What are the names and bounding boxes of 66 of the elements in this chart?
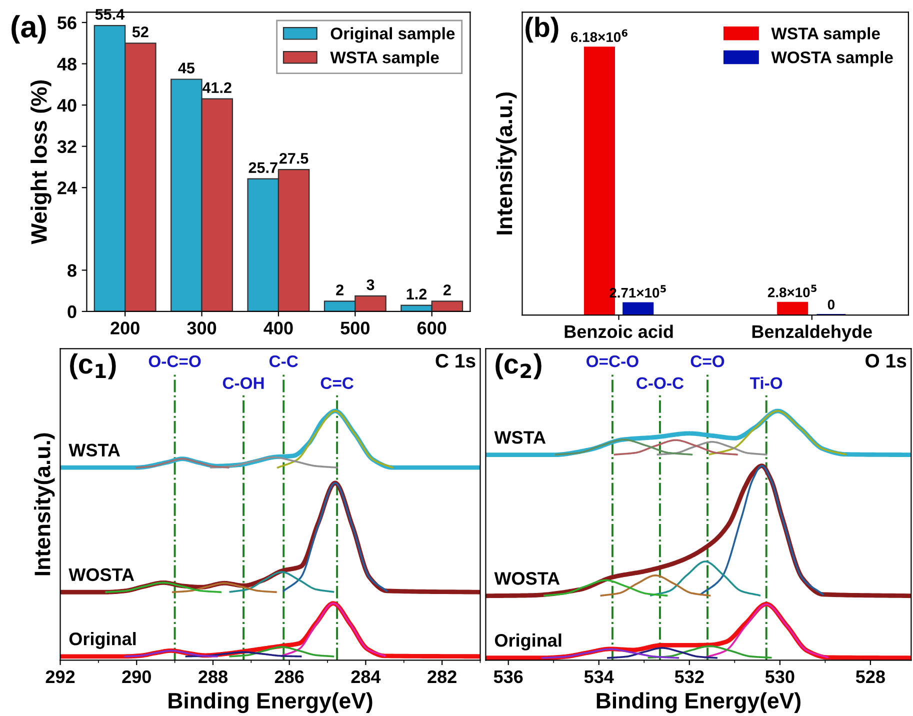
text: O 1s: [866, 354, 906, 368]
ref-line-label: Ti-O: [750, 376, 782, 389]
x-tick-label: 286: [274, 670, 304, 684]
text: C 1s: [436, 354, 476, 368]
x-tick-label: 200: [110, 322, 140, 334]
x-tick-label: 600: [417, 322, 446, 334]
data-label: 2: [336, 284, 344, 296]
data-label: 52: [132, 26, 148, 38]
x-tick-label: 400: [264, 322, 293, 334]
y-tick-label: 24: [58, 182, 77, 194]
x-tick-label: 300: [187, 322, 216, 334]
data-label: 45: [178, 62, 195, 74]
ref-line-label: C-O-C: [636, 377, 684, 389]
series-label: Original: [494, 634, 562, 650]
x-tick-label: 536: [494, 670, 523, 684]
series-label: Original: [69, 632, 136, 649]
x-tick-label: 530: [765, 670, 794, 684]
x-tick-label: 288: [198, 670, 228, 684]
series-label: WSTA: [494, 431, 546, 444]
legend-label: WSTA sample: [330, 51, 439, 67]
x-tick-label: 500: [340, 322, 370, 334]
x-tick-label: 284: [351, 670, 381, 684]
legend-label: WSTA sample: [771, 27, 880, 43]
x-tick-label: 534: [584, 670, 614, 684]
x-tick-label: 292: [46, 670, 75, 684]
ref-line-label: O=C-O: [586, 355, 638, 368]
annotation: (b): [526, 16, 558, 43]
ref-line-label: C=O: [690, 355, 724, 368]
y-axis-title: Intensity(a.u.): [34, 433, 55, 576]
text: (c$_{1}$): [70, 353, 116, 380]
data-label: 27.5: [279, 152, 308, 164]
text: (a): [12, 15, 46, 44]
data-label: 6.18×10$^{6}$: [571, 29, 628, 42]
x-tick-label: Benzaldehyde: [752, 324, 872, 342]
series-label: WSTA: [68, 444, 120, 456]
legend-label: WOSTA sample: [771, 51, 893, 67]
data-label: 3: [366, 279, 374, 290]
y-tick-label: 48: [57, 58, 76, 70]
y-axis-title: Weight loss (%): [30, 80, 52, 244]
series-label: WOSTA: [68, 568, 134, 582]
y-tick-label: 40: [57, 98, 76, 112]
y-tick-label: 0: [68, 305, 76, 318]
ref-line-label: C=C: [320, 377, 354, 389]
data-label: 1.2: [406, 288, 427, 300]
x-tick-label: 528: [856, 670, 885, 684]
x-tick-label: Benzoic acid: [564, 324, 673, 338]
y-tick-label: 32: [57, 140, 76, 154]
y-tick-label: 8: [68, 264, 76, 277]
x-axis-title: Binding Energy(eV): [596, 692, 800, 714]
data-label: 2: [443, 284, 451, 296]
y-axis-title: Intensity(a.u.): [496, 92, 517, 234]
x-tick-label: 282: [428, 670, 456, 684]
ref-line-label: C-C: [269, 355, 298, 368]
text: (c$_{2}$): [496, 353, 542, 380]
data-label: 41.2: [202, 82, 232, 93]
data-label: 2.8×10$^{5}$: [768, 284, 817, 298]
ref-line-label: C-OH: [222, 377, 264, 389]
x-tick-label: 290: [122, 670, 151, 684]
legend-label: Original sample: [330, 27, 455, 43]
x-tick-label: 532: [674, 670, 704, 684]
x-axis-title: Binding Energy(eV): [168, 692, 372, 714]
data-label: 0: [828, 300, 834, 310]
series-label: WOSTA: [494, 572, 560, 585]
y-tick-label: 56: [57, 16, 76, 30]
ref-line-label: O-C=O: [148, 355, 201, 368]
data-label: 25.7: [248, 162, 278, 174]
